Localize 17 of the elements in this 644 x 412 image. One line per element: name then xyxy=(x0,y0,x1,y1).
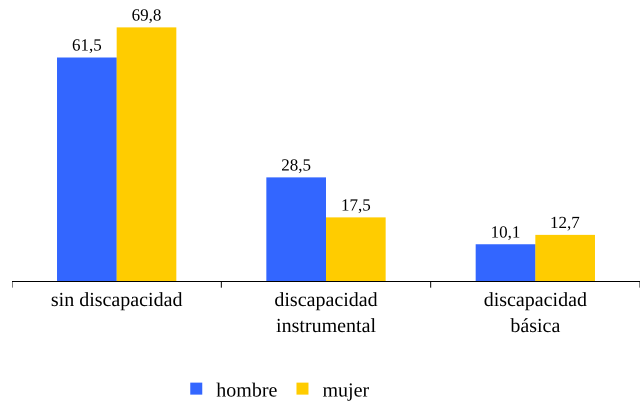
bar xyxy=(476,244,536,281)
data-label: 69,8 xyxy=(132,5,162,24)
bar xyxy=(326,217,386,281)
bar xyxy=(535,234,595,281)
x-tick-label: discapacidad instrumental xyxy=(274,289,378,337)
data-label: 17,5 xyxy=(340,195,371,214)
data-label: 12,7 xyxy=(550,212,580,232)
bar xyxy=(57,58,117,281)
x-tick-label: sin discapacidad xyxy=(50,289,182,311)
bar xyxy=(266,177,326,281)
data-label: 28,5 xyxy=(281,155,312,174)
legend-label: mujer xyxy=(322,379,370,402)
x-tick-label: discapacidad básica xyxy=(484,289,587,337)
legend-label: hombre xyxy=(216,379,278,402)
data-label: 61,5 xyxy=(72,36,102,55)
bar xyxy=(116,27,176,281)
data-label: 10,1 xyxy=(490,222,520,242)
